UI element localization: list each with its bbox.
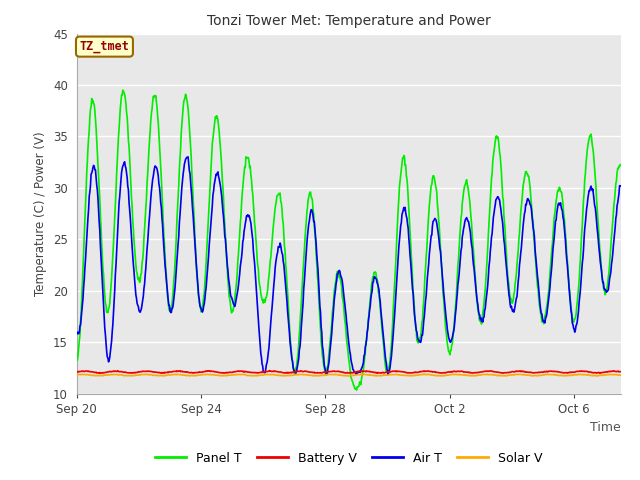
Battery V — [266, 368, 273, 373]
Battery V — [240, 369, 248, 374]
Panel T — [353, 387, 360, 393]
Solar V — [282, 373, 290, 379]
Solar V — [616, 372, 624, 378]
Line: Panel T: Panel T — [77, 90, 620, 390]
Panel T — [73, 357, 81, 363]
Panel T — [395, 195, 403, 201]
Air T — [283, 298, 291, 304]
Battery V — [550, 369, 558, 374]
Air T — [587, 183, 595, 189]
Panel T — [587, 131, 595, 137]
Solar V — [394, 372, 402, 377]
Legend: Panel T, Battery V, Air T, Solar V: Panel T, Battery V, Air T, Solar V — [150, 447, 548, 469]
Battery V — [284, 370, 291, 376]
Panel T — [616, 162, 624, 168]
Panel T — [283, 281, 291, 287]
Battery V — [338, 369, 346, 375]
Battery V — [587, 369, 595, 375]
Solar V — [73, 372, 81, 378]
Battery V — [395, 369, 403, 374]
Battery V — [616, 369, 624, 374]
Solar V — [593, 373, 601, 379]
Panel T — [240, 170, 248, 176]
Y-axis label: Temperature (C) / Power (V): Temperature (C) / Power (V) — [35, 132, 47, 296]
Line: Battery V: Battery V — [77, 371, 620, 373]
Title: Tonzi Tower Met: Temperature and Power: Tonzi Tower Met: Temperature and Power — [207, 14, 491, 28]
Panel T — [550, 214, 558, 219]
Air T — [73, 329, 81, 335]
Air T — [550, 234, 558, 240]
X-axis label: Time: Time — [590, 421, 621, 434]
Air T — [338, 276, 346, 281]
Solar V — [586, 372, 594, 378]
Line: Air T: Air T — [77, 157, 620, 374]
Panel T — [119, 87, 127, 93]
Panel T — [337, 280, 345, 286]
Air T — [323, 372, 331, 377]
Air T — [240, 228, 248, 234]
Air T — [395, 244, 403, 250]
Battery V — [95, 371, 103, 376]
Air T — [616, 183, 624, 189]
Solar V — [239, 372, 247, 377]
Text: TZ_tmet: TZ_tmet — [79, 40, 129, 53]
Solar V — [357, 371, 365, 377]
Air T — [184, 154, 192, 160]
Battery V — [73, 369, 81, 375]
Line: Solar V: Solar V — [77, 374, 620, 376]
Solar V — [337, 372, 344, 378]
Solar V — [550, 372, 557, 378]
